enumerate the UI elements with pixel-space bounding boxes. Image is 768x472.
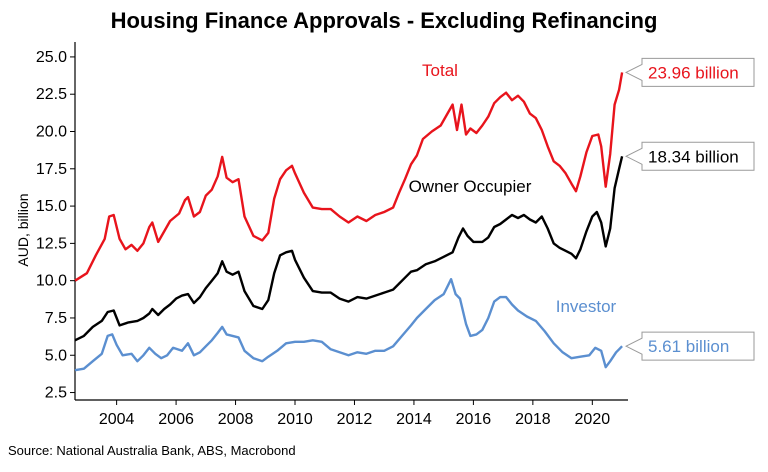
chart-title: Housing Finance Approvals - Excluding Re… <box>111 8 658 33</box>
series-label-owner-occupier: Owner Occupier <box>409 177 532 196</box>
plot-area: 2.5 5.0 7.5 10.0 12.5 15.0 17.5 20.0 22.5 25.0 200… <box>36 42 755 428</box>
end-value-label-total: 23.96 billion <box>648 63 739 82</box>
y-tick-label: 12.5 <box>36 235 67 252</box>
y-tick-label: 20.0 <box>36 124 67 141</box>
series-line-owner-occupier <box>74 156 624 342</box>
x-tick-label: 2008 <box>218 411 254 428</box>
end-value-label-investor: 5.61 billion <box>648 337 729 356</box>
y-tick-label: 2.5 <box>45 385 67 402</box>
y-tick-label: 5.0 <box>45 347 67 364</box>
y-tick-label: 10.0 <box>36 273 67 290</box>
y-tick-label: 7.5 <box>45 310 67 327</box>
y-axis-label: AUD, billion <box>15 193 31 266</box>
series-line-investor <box>74 278 623 372</box>
series-line-total <box>74 72 624 282</box>
y-tick-label: 22.5 <box>36 86 67 103</box>
end-value-callout-box <box>624 57 755 87</box>
source-note: Source: National Australia Bank, ABS, Ma… <box>8 443 296 458</box>
x-tick-label: 2004 <box>99 411 135 428</box>
x-tick-label: 2018 <box>515 411 551 428</box>
x-tick-label: 2014 <box>396 411 432 428</box>
y-tick-label: 15.0 <box>36 198 67 215</box>
x-tick-label: 2006 <box>158 411 194 428</box>
end-value-callout-box <box>624 331 755 361</box>
end-value-callout-box <box>624 141 755 171</box>
x-tick-label: 2016 <box>456 411 492 428</box>
x-tick-label: 2020 <box>575 411 611 428</box>
y-tick-label: 17.5 <box>36 161 67 178</box>
x-tick-label: 2012 <box>337 411 373 428</box>
end-value-label-owner-occupier: 18.34 billion <box>648 147 739 166</box>
series-label-total: Total <box>422 61 458 80</box>
series-label-investor: Investor <box>556 297 617 316</box>
x-tick-label: 2010 <box>277 411 313 428</box>
y-tick-label: 25.0 <box>36 49 67 66</box>
